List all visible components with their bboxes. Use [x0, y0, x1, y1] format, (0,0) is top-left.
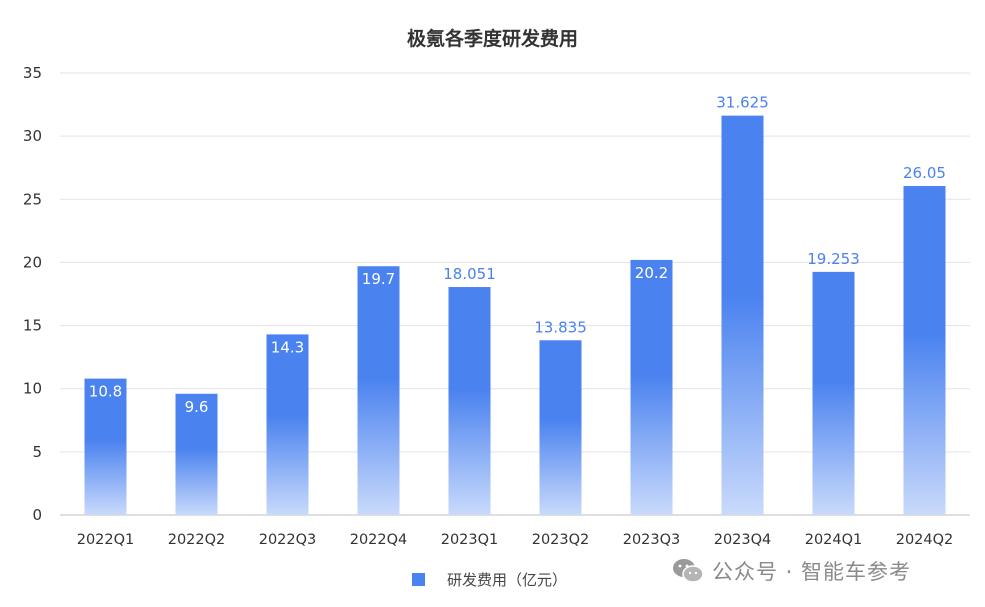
data-label: 18.051 — [443, 265, 496, 283]
watermark: 公众号 · 智能车参考 — [672, 556, 911, 586]
bar[interactable] — [721, 115, 764, 515]
y-tick-label: 10 — [23, 380, 42, 398]
data-label: 14.3 — [271, 338, 304, 356]
wechat-icon — [673, 559, 704, 583]
chart-title: 极氪各季度研发费用 — [406, 28, 578, 50]
x-axis-tick-labels: 2022Q1 2022Q2 2022Q3 2022Q4 2023Q1 2023Q2 2023… — [77, 532, 954, 548]
y-tick-label: 30 — [23, 127, 42, 145]
data-label: 19.253 — [807, 250, 860, 268]
data-label: 10.8 — [89, 383, 122, 401]
legend-label: 研发费用（亿元） — [447, 571, 568, 589]
bar[interactable] — [84, 378, 127, 515]
legend[interactable]: 研发费用（亿元） — [412, 569, 567, 590]
y-tick-label: 25 — [23, 190, 42, 208]
x-tick-label: 2023Q3 — [623, 532, 681, 548]
bar[interactable] — [266, 334, 309, 515]
bar[interactable] — [357, 266, 400, 515]
watermark-text: 公众号 · 智能车参考 — [712, 560, 912, 584]
x-tick-label: 2022Q1 — [77, 532, 135, 548]
data-label: 9.6 — [185, 398, 209, 416]
data-labels: 10.8 9.6 14.3 19.7 18.051 13.835 20.2 31.625 19.… — [89, 94, 946, 416]
x-tick-label: 2022Q3 — [259, 532, 317, 548]
data-label: 20.2 — [635, 264, 668, 282]
data-label: 31.625 — [716, 94, 769, 112]
data-label: 19.7 — [362, 270, 395, 288]
legend-swatch — [412, 573, 425, 586]
bar[interactable] — [539, 340, 582, 515]
y-tick-label: 20 — [23, 253, 42, 271]
bar[interactable] — [812, 271, 855, 515]
bar[interactable] — [630, 259, 673, 515]
data-label: 13.835 — [534, 318, 587, 336]
bar[interactable] — [903, 186, 946, 516]
y-tick-label: 5 — [32, 443, 42, 461]
x-tick-label: 2022Q2 — [168, 532, 226, 548]
x-tick-label: 2022Q4 — [350, 532, 408, 548]
x-tick-label: 2024Q1 — [805, 532, 863, 548]
x-tick-label: 2023Q1 — [441, 532, 499, 548]
bar[interactable] — [448, 287, 491, 515]
bars — [84, 115, 946, 516]
data-label: 26.05 — [903, 164, 946, 182]
y-tick-label: 0 — [32, 506, 42, 524]
y-tick-label: 35 — [23, 64, 42, 82]
x-tick-label: 2023Q4 — [714, 532, 772, 548]
y-tick-label: 15 — [23, 317, 42, 335]
y-axis-tick-labels: 0 5 10 15 20 25 30 35 — [23, 64, 42, 524]
bar[interactable] — [175, 393, 218, 515]
x-tick-label: 2024Q2 — [896, 532, 954, 548]
x-tick-label: 2023Q2 — [532, 532, 590, 548]
